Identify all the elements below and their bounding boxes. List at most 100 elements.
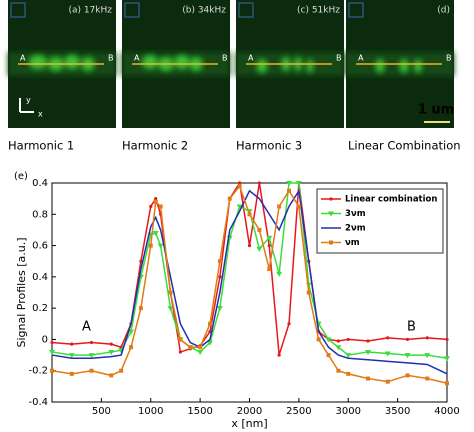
panel-caption: Harmonic 1: [8, 139, 74, 153]
point: [336, 339, 340, 343]
point: [425, 336, 429, 340]
point: [188, 345, 193, 350]
point: [385, 379, 390, 384]
point: [129, 345, 133, 350]
point: [329, 197, 333, 201]
point: [277, 204, 282, 209]
legend-label: 2νm: [345, 224, 366, 234]
point: [267, 267, 272, 272]
point: [287, 188, 291, 193]
inset-box: [10, 2, 26, 18]
point: [216, 306, 223, 312]
point: [217, 259, 222, 264]
point: [326, 353, 331, 358]
point: [148, 243, 153, 248]
point: [218, 275, 222, 279]
point: [119, 368, 124, 373]
point: [276, 271, 283, 277]
point: [405, 373, 410, 378]
point: [336, 368, 341, 373]
point: [68, 353, 75, 359]
point-label: B: [108, 54, 114, 63]
point: [198, 345, 203, 350]
point: [295, 181, 302, 186]
point-label: A: [20, 54, 26, 63]
point: [207, 340, 213, 346]
point: [335, 345, 342, 351]
signal-spot: [306, 59, 314, 73]
point: [208, 321, 212, 326]
point: [70, 342, 74, 346]
point: [286, 181, 292, 186]
point: [89, 340, 94, 345]
y-tick-label: 0.8: [32, 209, 48, 220]
signal-spot: [64, 55, 80, 69]
x-tick-label: 1500: [187, 406, 212, 417]
point: [366, 376, 370, 381]
point: [108, 349, 115, 355]
point: [316, 337, 321, 342]
point: [445, 337, 449, 342]
point: [149, 204, 153, 209]
x-axis-label: x [nm]: [231, 417, 267, 430]
panel-caption: Harmonic 2: [122, 139, 188, 153]
point: [277, 353, 281, 357]
point: [158, 204, 163, 209]
point: [328, 211, 334, 217]
point: [247, 243, 252, 248]
series-line: [51, 188, 448, 375]
series-line: [51, 184, 448, 384]
signal-spot: [174, 55, 190, 69]
point: [266, 235, 273, 241]
signal-spot: [256, 59, 268, 73]
point: [424, 353, 431, 359]
panel-label: (b) 34kHz: [182, 6, 226, 16]
signal-spot: [414, 59, 422, 73]
point-label: A: [248, 54, 254, 63]
point: [168, 290, 173, 295]
point: [329, 240, 333, 245]
point: [365, 349, 371, 355]
point: [267, 243, 271, 248]
point: [325, 337, 332, 343]
point: [345, 353, 352, 359]
x-tick-label: 3000: [336, 406, 361, 417]
point: [236, 204, 243, 210]
point: [237, 184, 242, 189]
point: [88, 353, 95, 359]
point: [306, 290, 311, 295]
point: [157, 243, 164, 249]
point: [109, 342, 113, 346]
y-tick-label: -0.4: [28, 397, 48, 408]
chart: (e) -0.4 -0.2 0 0.2 0.4 0.6 0.8 0.4 500 1000 1500 20…: [14, 171, 460, 430]
point: [167, 306, 174, 312]
panel-label: (c) 51kHz: [297, 6, 340, 16]
point: [445, 381, 449, 386]
y-tick-label: 0.4: [32, 178, 48, 189]
x-tick-label: 4000: [434, 406, 459, 417]
point: [257, 181, 261, 185]
point: [154, 197, 158, 201]
point: [139, 259, 143, 263]
x-tick-label: 1000: [138, 406, 163, 417]
signal-spot: [399, 59, 409, 73]
x-tick-label: 3500: [385, 406, 410, 417]
signal-spot: [375, 59, 385, 73]
inset-box: [124, 2, 140, 18]
point: [404, 353, 411, 359]
point: [257, 227, 262, 232]
point: [366, 339, 370, 343]
panel-label: (d): [437, 6, 450, 16]
point: [49, 349, 55, 355]
point: [346, 371, 351, 376]
axis-letter: x: [38, 110, 43, 119]
point: [138, 306, 143, 311]
point: [425, 376, 430, 381]
annotation: A: [82, 320, 91, 335]
point-label: A: [358, 54, 364, 63]
point: [227, 196, 232, 201]
panel-label: (a) 17kHz: [68, 6, 112, 16]
x-tick-label: 2000: [237, 406, 262, 417]
point: [50, 340, 54, 345]
